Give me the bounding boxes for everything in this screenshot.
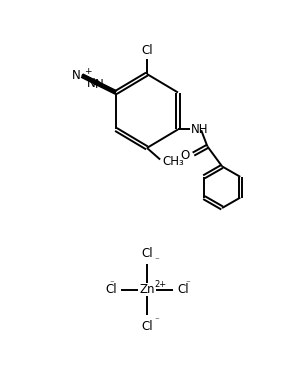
Text: NH: NH: [191, 123, 209, 136]
Text: Cl: Cl: [141, 44, 153, 57]
Text: Cl: Cl: [141, 247, 153, 260]
Text: ⁻: ⁻: [154, 256, 159, 265]
Text: O: O: [180, 149, 190, 162]
Text: +: +: [84, 67, 92, 76]
Text: ⁻: ⁻: [185, 280, 190, 289]
Text: Cl: Cl: [105, 283, 117, 296]
Text: Cl: Cl: [141, 320, 153, 333]
Text: N: N: [87, 77, 96, 90]
Text: N: N: [72, 69, 80, 82]
Text: N: N: [95, 78, 103, 91]
Text: ⁻: ⁻: [154, 316, 159, 325]
Text: 2+: 2+: [155, 280, 167, 289]
Text: Zn: Zn: [139, 283, 155, 296]
Text: CH₃: CH₃: [162, 155, 184, 168]
Text: Cl: Cl: [177, 283, 189, 296]
Text: ⁻: ⁻: [109, 280, 114, 289]
